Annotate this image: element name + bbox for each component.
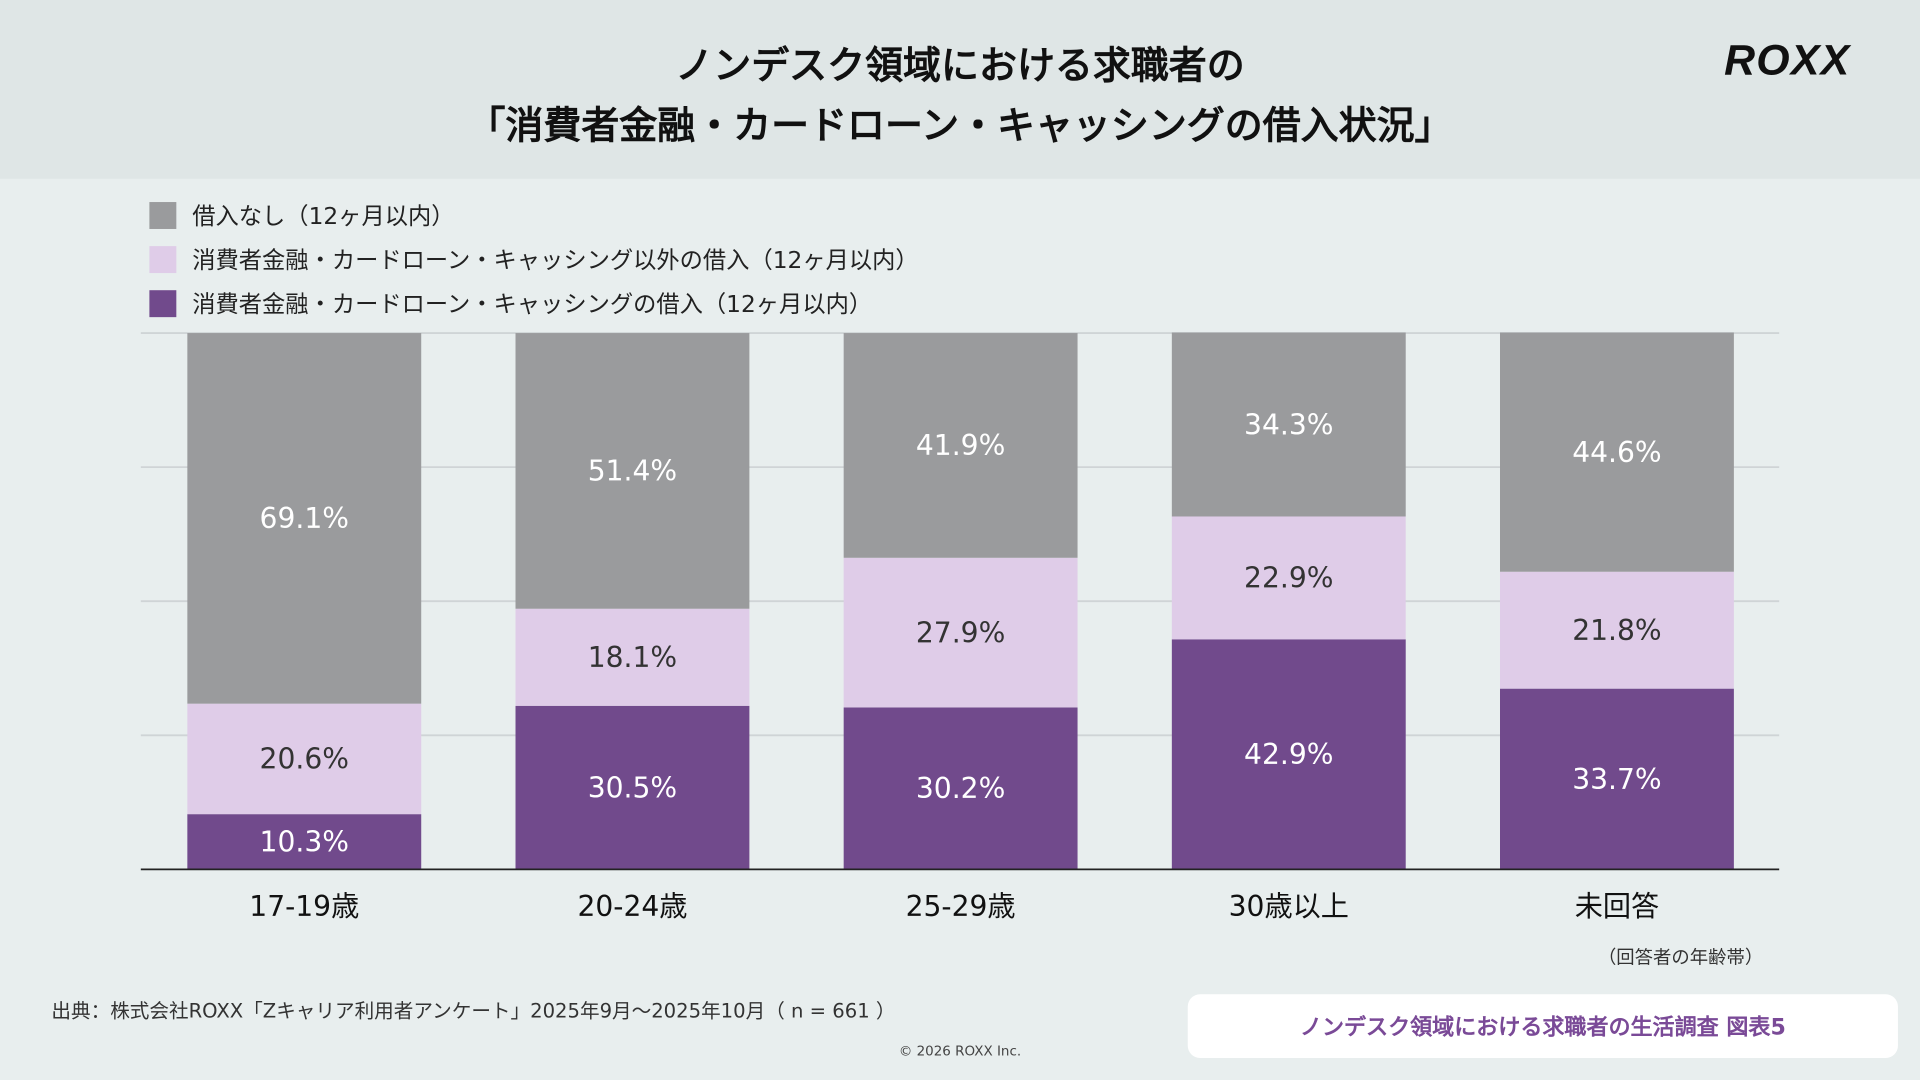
bar-segment bbox=[843, 333, 1078, 558]
legend-item: 消費者金融・カードローン・キャッシング以外の借入（12ヶ月以内） bbox=[149, 242, 919, 275]
data-label: 21.8% bbox=[1572, 614, 1661, 647]
header-band: ノンデスク領域における求職者の 「消費者金融・カードローン・キャッシングの借入状… bbox=[0, 0, 1920, 179]
data-label: 42.9% bbox=[1244, 738, 1333, 771]
x-axis-label: （回答者の年齢帯） bbox=[1597, 946, 1764, 969]
data-label: 30.2% bbox=[916, 772, 1005, 805]
data-label: 22.9% bbox=[1244, 562, 1333, 595]
bar-segment bbox=[1500, 332, 1734, 572]
figure-badge: ノンデスク領域における求職者の生活調査 図表5 bbox=[1187, 994, 1898, 1058]
bar-segment bbox=[1171, 516, 1406, 640]
legend-swatch bbox=[149, 289, 177, 317]
source-note: 出典：株式会社ROXX「Zキャリア利用者アンケート」2025年9月〜2025年1… bbox=[51, 999, 896, 1023]
category-label: 未回答 bbox=[1575, 890, 1659, 923]
bar-segment bbox=[187, 703, 422, 815]
bar-segment bbox=[515, 333, 750, 609]
category-label: 17-19歳 bbox=[249, 890, 359, 923]
bar-segment bbox=[1500, 571, 1734, 689]
data-label: 10.3% bbox=[260, 826, 349, 859]
data-label: 69.1% bbox=[260, 502, 349, 535]
roxx-logo: ROXX bbox=[1724, 36, 1851, 85]
legend-swatch bbox=[149, 245, 177, 273]
chart-title-line1: ノンデスク領域における求職者の bbox=[675, 44, 1245, 89]
data-label: 20.6% bbox=[260, 743, 349, 776]
bar-segment bbox=[187, 333, 422, 704]
data-label: 18.1% bbox=[588, 641, 677, 674]
data-label: 33.7% bbox=[1572, 763, 1661, 796]
bar-segment bbox=[515, 608, 750, 706]
legend-label: 借入なし（12ヶ月以内） bbox=[192, 203, 455, 231]
bar-segment bbox=[1500, 688, 1734, 870]
data-label: 27.9% bbox=[916, 616, 1005, 649]
chart-title-line2: 「消費者金融・カードローン・キャッシングの借入状況」 bbox=[467, 104, 1453, 149]
bar-segment bbox=[843, 707, 1078, 870]
bar-segment bbox=[1171, 332, 1406, 517]
category-label: 20-24歳 bbox=[577, 890, 687, 923]
data-label: 51.4% bbox=[588, 455, 677, 488]
copyright: © 2026 ROXX Inc. bbox=[898, 1043, 1022, 1060]
bar-segment bbox=[1171, 639, 1406, 870]
bar-segment bbox=[515, 705, 750, 870]
legend-item: 消費者金融・カードローン・キャッシングの借入（12ヶ月以内） bbox=[149, 287, 872, 320]
data-label: 41.9% bbox=[916, 429, 1005, 462]
legend-swatch bbox=[149, 201, 177, 229]
bar-segment bbox=[187, 814, 422, 870]
category-label: 30歳以上 bbox=[1229, 890, 1349, 923]
legend-label: 消費者金融・カードローン・キャッシング以外の借入（12ヶ月以内） bbox=[192, 247, 919, 275]
data-label: 34.3% bbox=[1244, 408, 1333, 441]
bar-segment bbox=[843, 557, 1078, 708]
legend-item: 借入なし（12ヶ月以内） bbox=[149, 198, 455, 231]
data-label: 30.5% bbox=[588, 771, 677, 804]
data-label: 44.6% bbox=[1572, 436, 1661, 469]
category-label: 25-29歳 bbox=[906, 890, 1016, 923]
legend-label: 消費者金融・カードローン・キャッシングの借入（12ヶ月以内） bbox=[192, 291, 873, 319]
